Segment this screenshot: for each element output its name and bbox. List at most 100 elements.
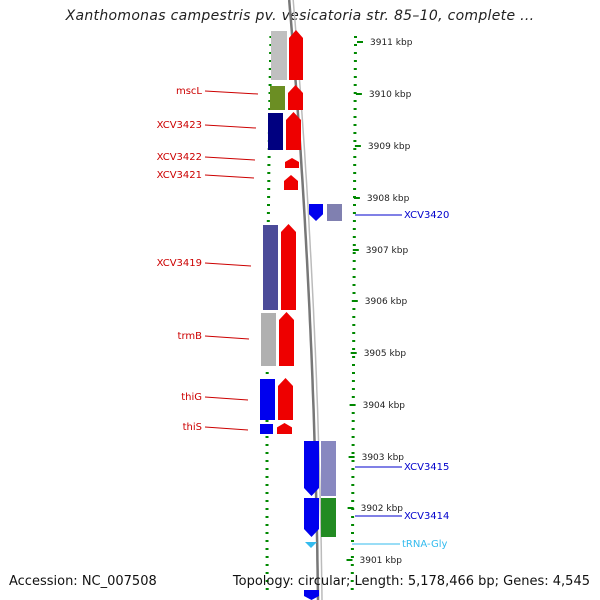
- reverse-gene-label: XCV3415: [404, 462, 449, 473]
- tick-mark: [350, 556, 354, 558]
- tick-mark: [268, 84, 272, 86]
- tick-mark: [351, 468, 355, 470]
- tick-mark: [350, 580, 354, 582]
- tick-mark: [350, 548, 354, 550]
- tick-mark: [352, 292, 356, 294]
- scale-label: 3902 kbp: [361, 504, 404, 514]
- tick-mark: [265, 484, 269, 486]
- tick-mark: [354, 44, 357, 46]
- reverse-gene-label: XCV3420: [404, 210, 449, 221]
- tick-mark: [352, 332, 356, 334]
- trna-label: tRNA-Gly: [402, 539, 447, 550]
- tick-mark: [267, 156, 271, 158]
- reverse-gene-label: XCV3414: [404, 511, 449, 522]
- tick-mark: [351, 492, 355, 494]
- tick-mark: [352, 340, 356, 342]
- tick-mark: [265, 372, 269, 374]
- gene-label-leader: [204, 124, 257, 129]
- tick-mark: [352, 220, 356, 222]
- scale-tick: [353, 197, 360, 199]
- forward-gene-arrow: [288, 85, 303, 110]
- tick-mark: [267, 180, 271, 182]
- tick-mark: [267, 172, 271, 174]
- tick-mark: [353, 92, 357, 94]
- tick-mark: [265, 436, 269, 438]
- tick-mark: [350, 588, 354, 590]
- reverse-gene-group: XCV3420 XCV3415 XCV3414: [304, 204, 449, 600]
- tick-mark: [267, 188, 271, 190]
- tick-mark: [265, 460, 269, 462]
- forward-gene-label: XCV3421: [157, 170, 202, 181]
- tick-mark: [351, 484, 355, 486]
- tick-mark: [265, 452, 269, 454]
- tick-mark: [353, 108, 357, 110]
- tick-mark: [353, 68, 357, 70]
- tick-mark: [265, 468, 269, 470]
- cog-block: [260, 379, 275, 420]
- forward-gene-arrow: [278, 378, 293, 420]
- cog-block: [260, 424, 273, 434]
- tick-mark: [351, 428, 355, 430]
- tick-mark: [351, 420, 355, 422]
- reverse-gene-arrow: [304, 498, 319, 537]
- tick-mark: [353, 116, 357, 118]
- tick-mark: [265, 572, 269, 574]
- cog-block: [270, 86, 285, 110]
- scale-tick: [352, 249, 359, 251]
- tick-mark: [265, 492, 269, 494]
- tick-mark: [266, 220, 270, 222]
- tick-mark: [352, 276, 356, 278]
- tick-mark: [265, 508, 269, 510]
- tick-mark: [267, 164, 271, 166]
- tick-mark: [265, 588, 269, 590]
- scale-tick: [346, 559, 353, 561]
- tick-mark: [265, 420, 269, 422]
- topology-label: Topology: circular; Length: 5,178,466 bp…: [232, 574, 590, 589]
- gene-label-leader: [204, 426, 249, 431]
- forward-gene-arrow: [285, 158, 299, 168]
- tick-mark: [352, 252, 356, 254]
- tick-mark: [352, 364, 355, 366]
- tick-mark: [352, 372, 355, 374]
- scale-tick: [351, 300, 358, 302]
- scale-label: 3911 kbp: [370, 38, 413, 48]
- scale-tick: [349, 404, 356, 406]
- tick-mark: [353, 156, 357, 158]
- reverse-gene-arrow: [304, 441, 319, 496]
- tick-mark: [265, 516, 269, 518]
- tick-mark: [268, 108, 272, 110]
- scale-label: 3910 kbp: [369, 90, 412, 100]
- tick-mark: [267, 204, 270, 206]
- forward-gene-arrow: [289, 30, 303, 80]
- tick-mark: [265, 532, 269, 534]
- forward-gene-arrow: [286, 112, 301, 150]
- forward-gene-group: mscL XCV3423 XCV3422 XCV3421 XCV3419 trmB thiG…: [157, 30, 303, 434]
- tick-mark: [352, 244, 356, 246]
- gene-label-leader: [204, 174, 255, 179]
- tick-mark: [351, 460, 355, 462]
- tick-mark: [352, 284, 356, 286]
- tick-mark: [268, 100, 272, 102]
- scale-label: 3907 kbp: [366, 246, 409, 256]
- tick-mark: [353, 180, 357, 182]
- tick-mark: [351, 388, 355, 390]
- tick-mark: [353, 164, 357, 166]
- tick-mark: [352, 348, 356, 350]
- forward-gene-label: XCV3419: [157, 258, 202, 269]
- scale-label: 3904 kbp: [363, 401, 406, 411]
- scale-tick: [354, 145, 361, 147]
- scale-tick: [357, 41, 363, 43]
- cog-block: [261, 313, 276, 366]
- tick-mark: [351, 500, 355, 502]
- tick-mark: [269, 60, 272, 62]
- tick-mark: [265, 524, 269, 526]
- reverse-gene-arrow: [304, 590, 319, 600]
- tick-mark: [353, 52, 357, 54]
- tick-mark: [350, 564, 354, 566]
- tick-mark: [265, 444, 269, 446]
- forward-gene-label: trmB: [178, 331, 203, 342]
- forward-gene-arrow: [284, 175, 298, 190]
- tick-mark: [351, 452, 355, 454]
- forward-gene-label: thiG: [181, 392, 202, 403]
- tick-mark: [352, 236, 356, 238]
